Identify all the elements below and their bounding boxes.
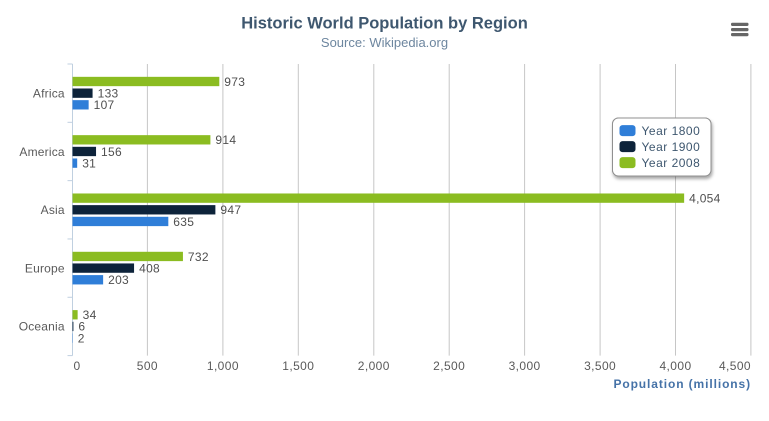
svg-text:107: 107 (94, 98, 115, 112)
svg-text:2: 2 (78, 331, 85, 345)
svg-text:Historic World Population by R: Historic World Population by Region (241, 15, 528, 33)
svg-text:America: America (19, 145, 65, 159)
svg-text:2,500: 2,500 (433, 359, 465, 373)
svg-text:2,000: 2,000 (358, 359, 390, 373)
svg-text:Year 1900: Year 1900 (642, 140, 701, 154)
svg-text:4,500: 4,500 (719, 359, 751, 373)
svg-text:4,054: 4,054 (689, 191, 721, 205)
svg-text:156: 156 (101, 145, 122, 159)
svg-text:Africa: Africa (33, 87, 65, 101)
svg-text:4,000: 4,000 (659, 359, 691, 373)
svg-text:408: 408 (139, 261, 160, 275)
svg-text:3,500: 3,500 (584, 359, 616, 373)
svg-text:732: 732 (188, 250, 209, 264)
svg-text:973: 973 (224, 75, 245, 89)
svg-text:Oceania: Oceania (19, 320, 65, 334)
svg-text:Europe: Europe (25, 261, 65, 275)
svg-text:Source: Wikipedia.org: Source: Wikipedia.org (321, 35, 448, 50)
svg-text:914: 914 (215, 133, 236, 147)
svg-text:31: 31 (82, 156, 96, 170)
svg-text:203: 203 (108, 273, 129, 287)
svg-text:0: 0 (73, 359, 80, 373)
svg-text:3,000: 3,000 (509, 359, 541, 373)
svg-text:635: 635 (173, 215, 194, 229)
svg-text:1,000: 1,000 (207, 359, 239, 373)
svg-text:Year 1800: Year 1800 (642, 124, 701, 138)
svg-text:Year 2008: Year 2008 (642, 156, 701, 170)
svg-text:947: 947 (220, 203, 241, 217)
svg-text:Population (millions): Population (millions) (613, 377, 751, 391)
svg-text:1,500: 1,500 (282, 359, 314, 373)
svg-text:Asia: Asia (41, 203, 65, 217)
svg-text:500: 500 (137, 359, 158, 373)
